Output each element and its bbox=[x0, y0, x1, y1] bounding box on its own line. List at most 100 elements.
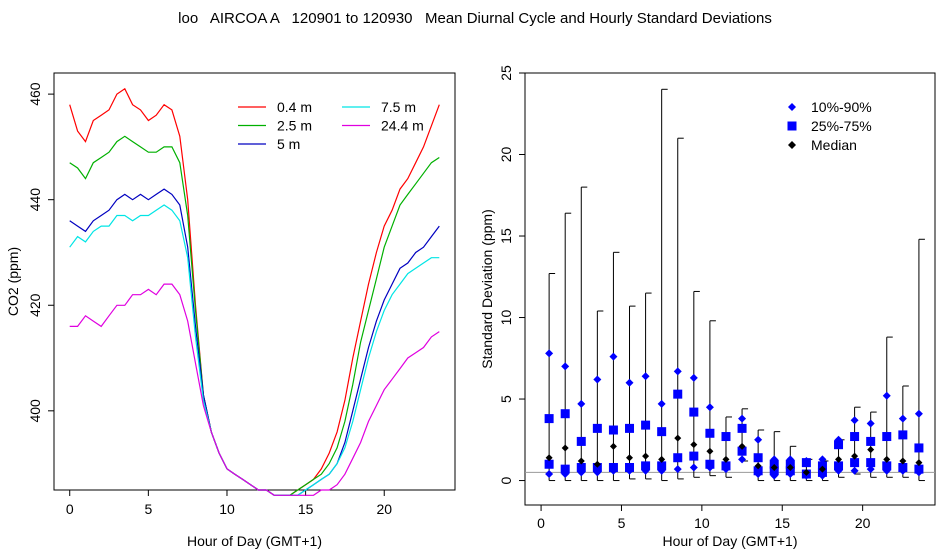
median-point bbox=[658, 455, 666, 463]
p10-point bbox=[850, 466, 859, 475]
x-tick-label: 5 bbox=[144, 501, 152, 517]
median-point bbox=[642, 452, 650, 460]
p75-point bbox=[560, 409, 570, 419]
median-point bbox=[738, 442, 746, 450]
p75-point bbox=[641, 420, 651, 430]
x-axis-label: Hour of Day (GMT+1) bbox=[187, 533, 322, 549]
page-title: loo AIRCOA A 120901 to 120930 Mean Diurn… bbox=[178, 10, 772, 27]
x-tick-label: 5 bbox=[618, 515, 626, 531]
p10-point bbox=[738, 455, 747, 464]
p10-point bbox=[689, 463, 698, 472]
legend-label: 24.4 m bbox=[381, 118, 424, 134]
p25-point bbox=[544, 459, 554, 469]
p25-point bbox=[673, 453, 683, 463]
x-axis-label: Hour of Day (GMT+1) bbox=[663, 533, 798, 549]
p75-point bbox=[721, 432, 731, 442]
x-tick-label: 20 bbox=[376, 501, 392, 517]
plot-frame bbox=[53, 72, 456, 491]
p75-point bbox=[834, 440, 844, 450]
mean-diurnal-cycle-panel: 0 5 10 15 20 400 420 440 460 Hour of Day (GMT+1) C… bbox=[5, 72, 456, 549]
p10-point bbox=[545, 470, 554, 479]
p75-point bbox=[673, 389, 683, 399]
p90-point bbox=[914, 409, 923, 418]
p90-point bbox=[625, 378, 634, 387]
p90-point bbox=[577, 399, 586, 408]
p75-point bbox=[544, 414, 554, 424]
median-point bbox=[545, 454, 553, 462]
p10-point bbox=[673, 465, 682, 474]
median-point bbox=[690, 441, 698, 449]
median-point bbox=[722, 455, 730, 463]
median-point bbox=[818, 465, 826, 473]
p25-point bbox=[737, 446, 747, 456]
y-tick-label: 25 bbox=[498, 65, 514, 81]
median-point bbox=[609, 442, 617, 450]
p75-point bbox=[753, 453, 763, 463]
p90-point bbox=[866, 419, 875, 428]
x-tick-label: 20 bbox=[855, 515, 871, 531]
series-line-24-4-m bbox=[69, 283, 440, 496]
series-line-5-m bbox=[69, 188, 440, 496]
p90-point bbox=[818, 455, 827, 464]
p75-point bbox=[705, 428, 715, 438]
x-tick-label: 0 bbox=[66, 501, 74, 517]
median-point bbox=[851, 452, 859, 460]
median-point bbox=[754, 462, 762, 470]
standard-deviation-panel: 0 5 10 15 20 0 5 10 15 20 25 Hour of Day (GMT+1) Sta… bbox=[479, 65, 936, 549]
y-tick-label: 460 bbox=[27, 82, 43, 106]
p75-point bbox=[850, 432, 860, 442]
p25-point bbox=[608, 463, 618, 473]
median-point bbox=[706, 447, 714, 455]
legend-label: 7.5 m bbox=[381, 99, 416, 115]
p25-point bbox=[914, 464, 924, 474]
p25-point bbox=[705, 459, 715, 469]
p25-point bbox=[753, 466, 763, 476]
y-tick-label: 440 bbox=[27, 188, 43, 212]
median-point bbox=[674, 434, 682, 442]
p25-point bbox=[850, 458, 860, 468]
p25-point bbox=[882, 461, 892, 471]
median-point bbox=[786, 464, 794, 472]
p90-point bbox=[738, 414, 747, 423]
p90-point bbox=[673, 367, 682, 376]
median-point bbox=[770, 464, 778, 472]
median-point bbox=[577, 457, 585, 465]
p75-point bbox=[625, 423, 635, 433]
p90-point bbox=[898, 414, 907, 423]
p90-point bbox=[657, 399, 666, 408]
p75-point bbox=[801, 458, 811, 468]
median-point bbox=[915, 459, 923, 467]
x-tick-label: 15 bbox=[774, 515, 790, 531]
p90-point bbox=[754, 435, 763, 444]
x-tick-label: 10 bbox=[219, 501, 235, 517]
p90-point bbox=[641, 372, 650, 381]
y-axis-label: Standard Deviation (ppm) bbox=[479, 209, 495, 369]
p25-point bbox=[689, 451, 699, 461]
p75-point bbox=[898, 430, 908, 440]
legend-label: 0.4 m bbox=[277, 99, 312, 115]
median-point bbox=[626, 454, 634, 462]
median-point bbox=[867, 446, 875, 454]
y-tick-label: 420 bbox=[27, 293, 43, 317]
y-tick-label: 400 bbox=[27, 399, 43, 423]
p75-point bbox=[576, 436, 586, 446]
x-tick-label: 10 bbox=[694, 515, 710, 531]
p75-point bbox=[608, 425, 618, 435]
median-point bbox=[835, 455, 843, 463]
median-point bbox=[561, 444, 569, 452]
series-line-0-4-m bbox=[69, 87, 440, 496]
legend-label: 10%-90% bbox=[811, 99, 872, 115]
y-tick-label: 15 bbox=[498, 228, 514, 244]
median-point bbox=[802, 468, 810, 476]
median-point bbox=[593, 460, 601, 468]
y-tick-label: 5 bbox=[498, 395, 514, 403]
p90-point bbox=[545, 349, 554, 358]
p25-point bbox=[898, 463, 908, 473]
legend-marker bbox=[788, 103, 796, 111]
legend-marker bbox=[788, 141, 796, 149]
p25-point bbox=[834, 461, 844, 471]
median-point bbox=[899, 457, 907, 465]
p75-point bbox=[657, 427, 667, 437]
p90-point bbox=[689, 373, 698, 382]
p10-point bbox=[866, 465, 875, 474]
